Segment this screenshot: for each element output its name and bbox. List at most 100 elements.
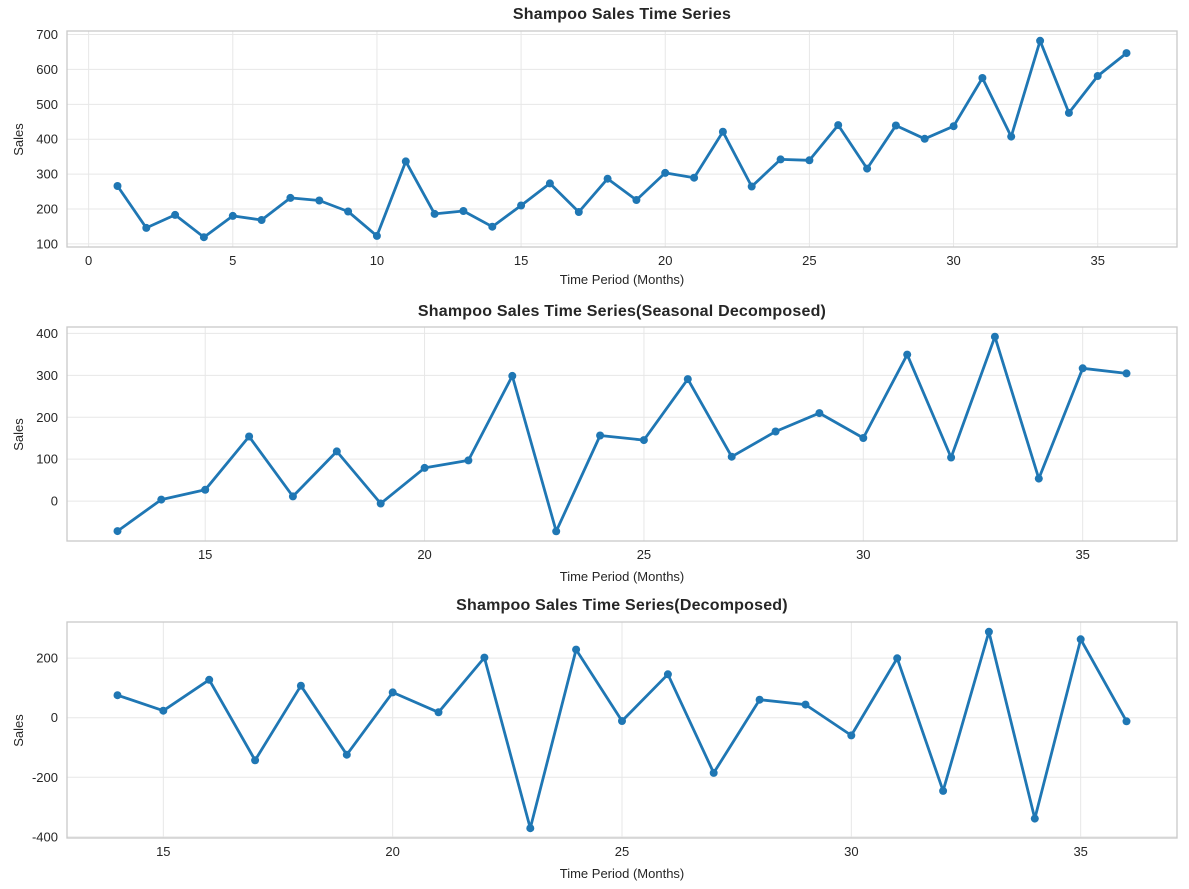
- data-point: [388, 688, 397, 697]
- data-point: [201, 485, 210, 494]
- data-point: [526, 824, 535, 833]
- data-point: [1093, 72, 1102, 80]
- y-tick-label: 300: [36, 368, 58, 383]
- data-point: [903, 350, 912, 359]
- data-point: [344, 207, 353, 216]
- data-point: [801, 700, 810, 709]
- data-point: [984, 627, 993, 636]
- subplot-sales-decomposed: 15 20 25 30 35 -400 -200 0 200 Shampoo Sales Tim…: [0, 590, 1189, 889]
- y-tick-label: 100: [36, 236, 58, 251]
- data-point: [747, 182, 756, 191]
- y-tick-label: -400: [32, 829, 58, 844]
- x-tick-label: 30: [856, 547, 870, 562]
- x-tick-label: 25: [615, 844, 629, 859]
- data-point: [771, 427, 780, 436]
- data-point: [639, 436, 648, 445]
- data-point: [859, 434, 868, 442]
- y-tick-label: 200: [36, 202, 58, 217]
- data-point: [709, 768, 718, 777]
- data-point: [805, 156, 814, 165]
- x-tick-label: 35: [1075, 547, 1089, 562]
- y-axis-label: Sales: [10, 417, 26, 451]
- data-point: [1034, 474, 1043, 483]
- data-point: [488, 222, 497, 231]
- axes-border: [66, 326, 1178, 542]
- data-point: [990, 332, 999, 341]
- data-point: [464, 456, 473, 465]
- x-tick-label: 15: [514, 253, 528, 268]
- data-point: [574, 208, 583, 216]
- data-point: [257, 216, 266, 224]
- y-axis-label: Sales: [10, 122, 26, 156]
- data-point: [755, 695, 764, 704]
- plot-background: [67, 327, 1177, 541]
- data-point: [372, 231, 381, 240]
- data-point: [815, 409, 824, 418]
- data-point: [572, 645, 581, 654]
- data-point: [618, 717, 626, 725]
- data-point: [1064, 108, 1073, 117]
- subplot-sales-raw: 0 5 10 15 20 25 30 35 100 200 300 400 500 600 700 Sham…: [0, 0, 1189, 295]
- data-point: [286, 193, 295, 202]
- y-tick-label: 200: [36, 410, 58, 425]
- data-point: [834, 121, 843, 130]
- x-tick-label: 20: [658, 253, 672, 268]
- data-point: [171, 210, 180, 219]
- data-point: [1076, 635, 1085, 644]
- y-axis-label-wrap: Sales: [6, 327, 30, 541]
- data-point: [508, 371, 517, 380]
- data-point: [939, 786, 948, 795]
- subplot-sales-seasonal-decomposed: 15 20 25 30 35 0 100 200 300 400 Shampoo Sales Ti…: [0, 295, 1189, 590]
- data-point: [949, 122, 958, 131]
- x-tick-label: 35: [1090, 253, 1104, 268]
- data-point: [1030, 814, 1039, 823]
- y-tick-label: 400: [36, 132, 58, 147]
- data-point: [776, 155, 785, 164]
- data-point: [690, 173, 699, 182]
- data-point: [113, 527, 122, 536]
- data-point: [199, 233, 208, 242]
- data-point: [978, 74, 987, 82]
- y-tick-label: 400: [36, 326, 58, 341]
- data-point: [718, 127, 727, 136]
- data-point: [1078, 364, 1087, 373]
- y-tick-label: 600: [36, 62, 58, 77]
- y-axis-label-wrap: Sales: [6, 622, 30, 838]
- y-axis-label: Sales: [10, 713, 26, 747]
- x-tick-label: 5: [229, 253, 236, 268]
- data-point: [480, 653, 489, 662]
- data-point: [893, 654, 902, 663]
- data-point: [142, 223, 151, 232]
- x-tick-label: 35: [1073, 844, 1087, 859]
- axes-border: [66, 621, 1178, 839]
- y-tick-label: 0: [51, 494, 58, 509]
- data-point: [603, 174, 612, 183]
- y-tick-label: 500: [36, 97, 58, 112]
- x-tick-label: 15: [198, 547, 212, 562]
- axes-border: [66, 30, 1178, 248]
- series-line: [116, 39, 1128, 239]
- data-point: [863, 164, 872, 173]
- data-point: [434, 708, 443, 717]
- data-point: [251, 756, 260, 765]
- line-chart-svg-raw: 0 5 10 15 20 25 30 35 100 200 300 400 500 600 700: [36, 27, 1178, 268]
- x-tick-label: 25: [637, 547, 651, 562]
- data-point: [113, 182, 122, 190]
- chart-title: Shampoo Sales Time Series(Decomposed): [456, 597, 788, 614]
- data-point: [245, 432, 254, 441]
- y-tick-label: 100: [36, 452, 58, 467]
- x-axis-label: Time Period (Months): [559, 272, 685, 287]
- x-tick-label: 20: [417, 547, 431, 562]
- data-point: [228, 211, 237, 220]
- data-point: [157, 495, 166, 504]
- x-tick-label: 30: [946, 253, 960, 268]
- series-line: [116, 335, 1128, 533]
- line-chart-svg-decomposed: 15 20 25 30 35 -400 -200 0 200: [32, 621, 1178, 859]
- data-point: [663, 670, 672, 679]
- data-point: [205, 675, 214, 684]
- data-point: [847, 731, 856, 740]
- x-tick-label: 10: [370, 253, 384, 268]
- data-point: [947, 453, 956, 462]
- x-tick-label: 0: [85, 253, 92, 268]
